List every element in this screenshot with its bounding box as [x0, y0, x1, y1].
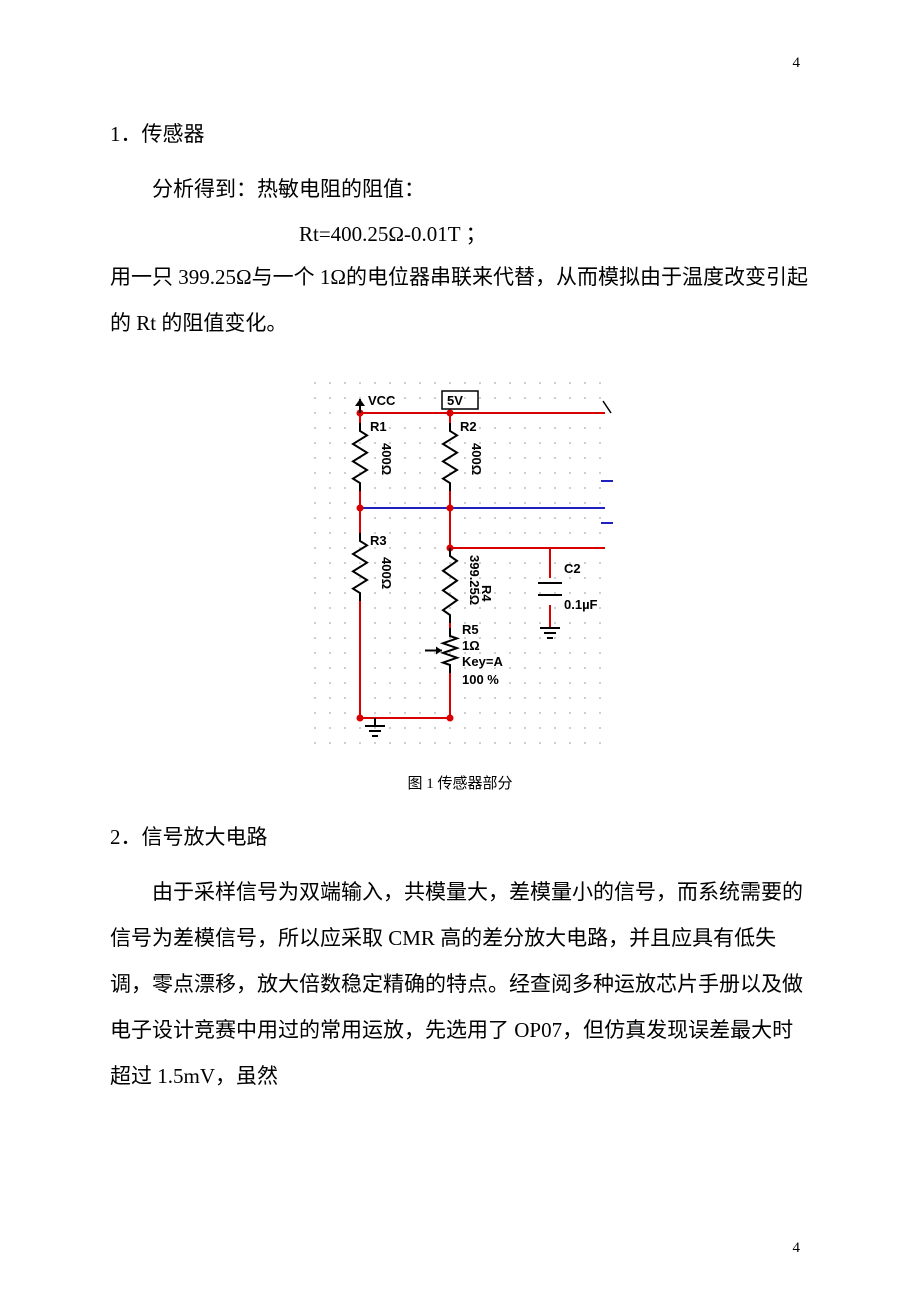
section1-p1: 分析得到：热敏电阻的阻值：	[110, 166, 810, 212]
section2-heading: 2．信号放大电路	[110, 821, 810, 851]
section2-p1-op07: OP07	[514, 1018, 562, 1042]
page-number-top: 4	[793, 55, 801, 72]
section1-heading: 1．传感器	[110, 118, 810, 148]
svg-text:R3: R3	[370, 533, 387, 548]
svg-text:100 %: 100 %	[462, 672, 499, 687]
svg-text:VCC: VCC	[368, 393, 396, 408]
figure-1: VCC5VR1400ΩR2400ΩR3400ΩR4399.25ΩR51ΩKey=…	[110, 373, 810, 758]
svg-text:400Ω: 400Ω	[379, 557, 394, 589]
section1-p2: 用一只 399.25Ω与一个 1Ω的电位器串联来代替，从而模拟由于温度改变引起的…	[110, 254, 810, 346]
svg-text:399.25Ω: 399.25Ω	[467, 555, 482, 605]
svg-text:C2: C2	[564, 561, 581, 576]
svg-text:5V: 5V	[447, 393, 463, 408]
svg-text:0.1µF: 0.1µF	[564, 597, 598, 612]
svg-text:R2: R2	[460, 419, 477, 434]
svg-text:Key=A: Key=A	[462, 654, 503, 669]
section2-p1-d: ，虽然	[215, 1064, 278, 1088]
page: 4 1．传感器 分析得到：热敏电阻的阻值： Rt=400.25Ω-0.01T ；…	[0, 0, 920, 1302]
page-number-bottom: 4	[793, 1240, 801, 1257]
svg-text:400Ω: 400Ω	[469, 443, 484, 475]
circuit-diagram: VCC5VR1400ΩR2400ΩR3400ΩR4399.25ΩR51ΩKey=…	[305, 373, 615, 753]
section1-formula: Rt=400.25Ω-0.01T ；	[110, 218, 810, 248]
svg-text:R5: R5	[462, 622, 479, 637]
section2-p1: 由于采样信号为双端输入，共模量大，差模量小的信号，而系统需要的信号为差模信号，所…	[110, 869, 810, 1100]
svg-text:400Ω: 400Ω	[379, 443, 394, 475]
section2-p1-cmr: CMR	[388, 926, 435, 950]
section2-p1-mv: 1.5mV	[157, 1064, 215, 1088]
figure-1-caption: 图 1 传感器部分	[110, 772, 810, 793]
svg-text:R1: R1	[370, 419, 387, 434]
svg-text:1Ω: 1Ω	[462, 638, 480, 653]
